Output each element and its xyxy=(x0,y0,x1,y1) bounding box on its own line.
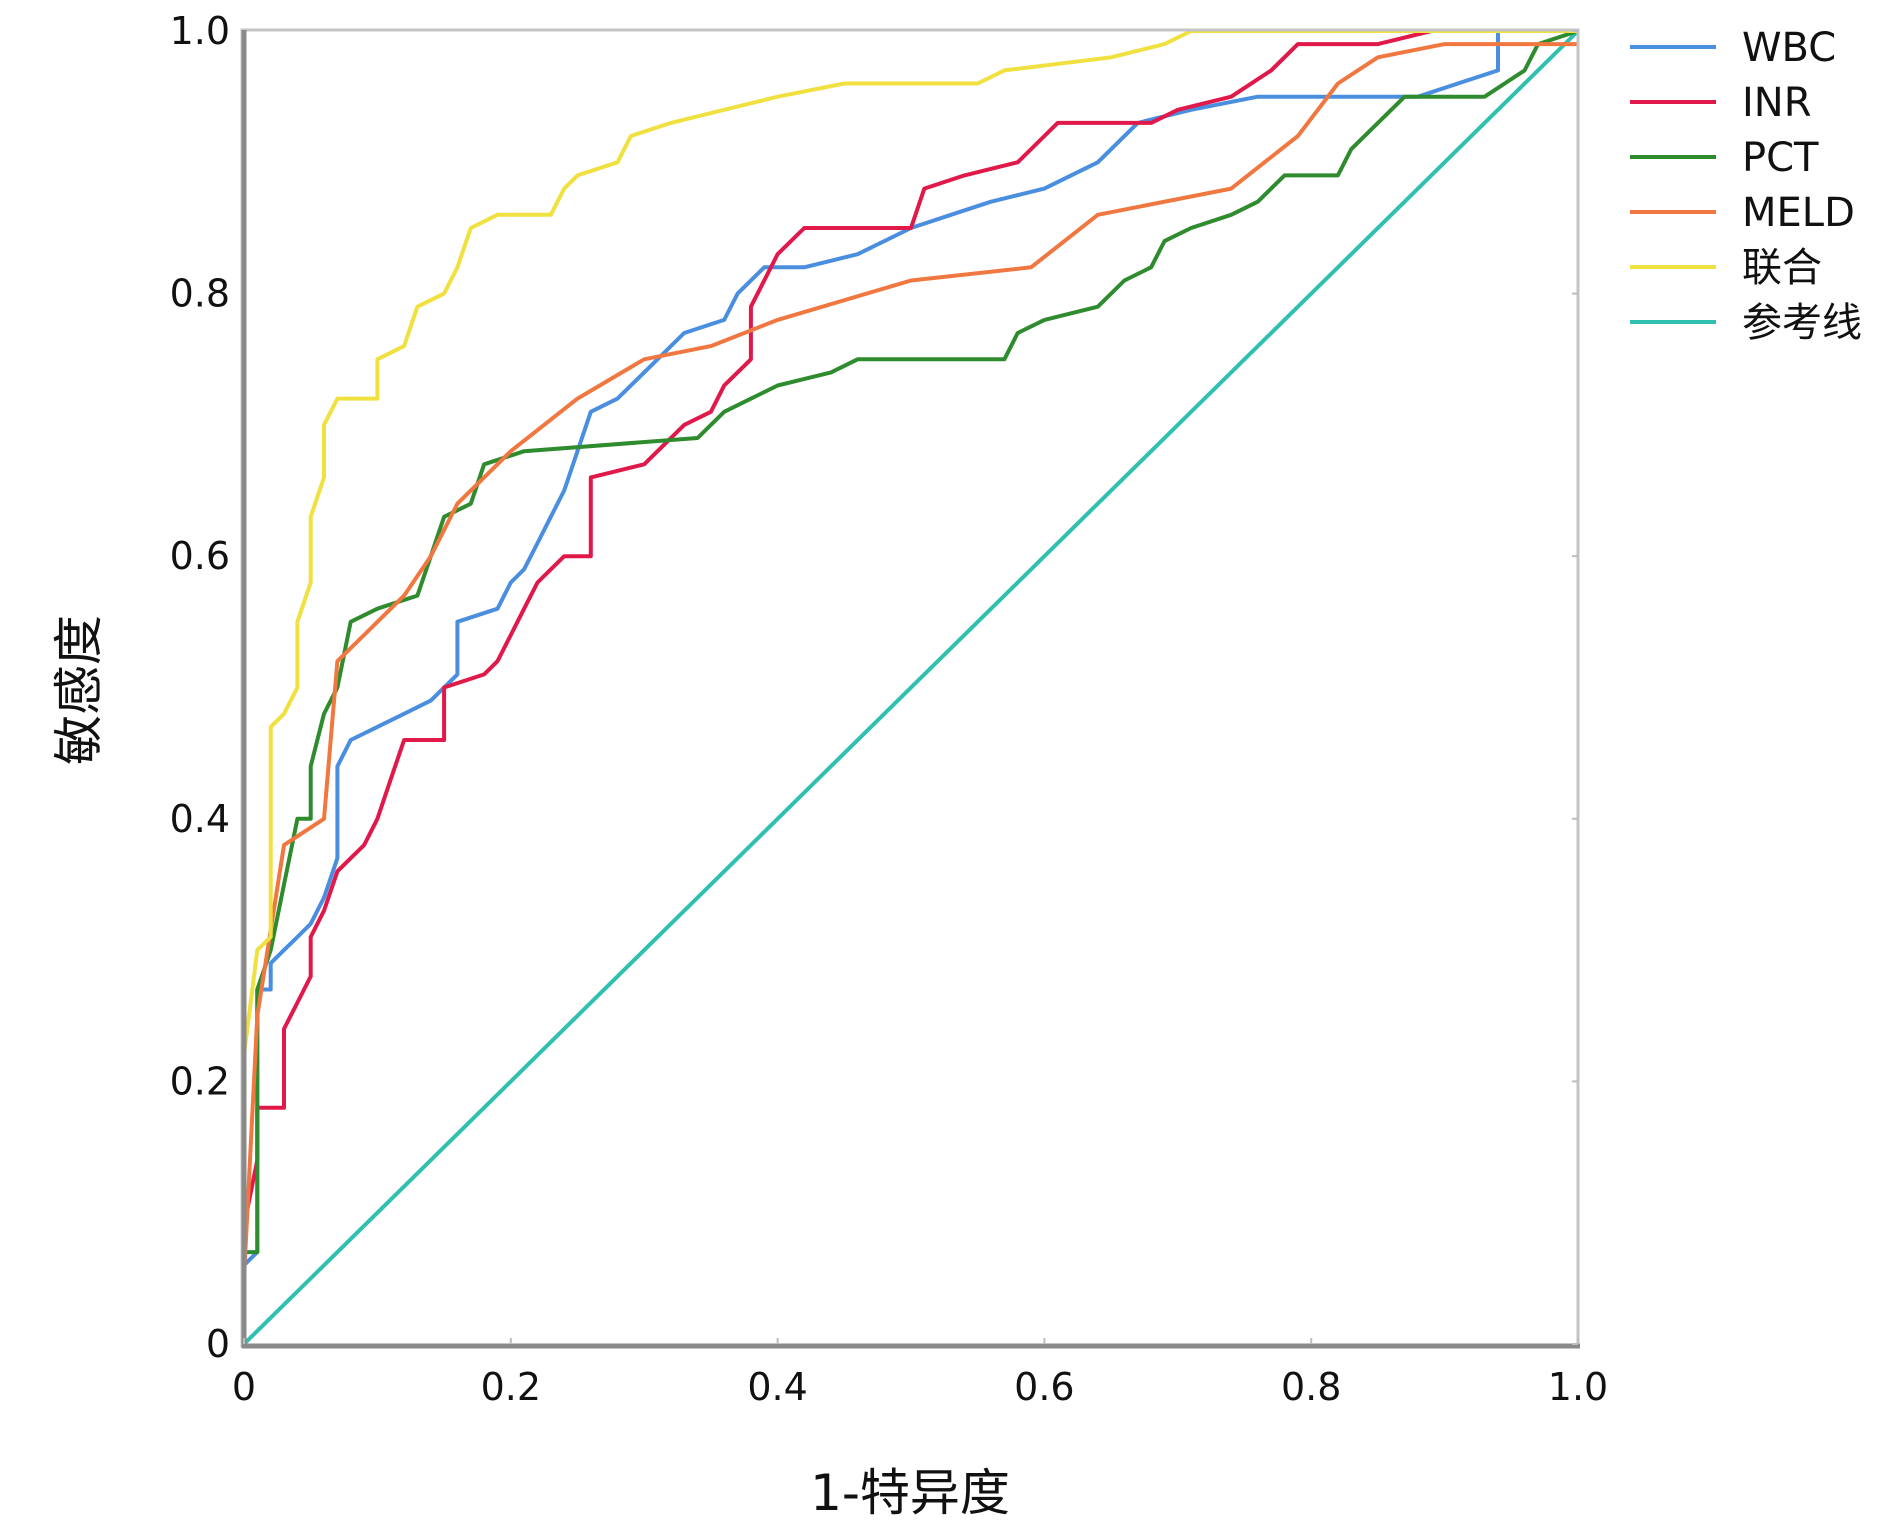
legend-item-wbc: WBC xyxy=(1630,25,1836,71)
legend-label: 联合 xyxy=(1742,245,1822,291)
series-line-inr xyxy=(242,29,1578,1344)
y-tick-label: 0.2 xyxy=(170,1059,230,1103)
series-line-pct xyxy=(242,29,1579,1344)
y-tick-labels: 0 0.2 0.4 0.6 0.8 1.0 xyxy=(170,9,1578,1366)
x-tick-label: 0.6 xyxy=(1014,1365,1074,1409)
legend-label: WBC xyxy=(1742,25,1836,71)
series-line-参考线 xyxy=(242,29,1580,1346)
y-tick-label: 0.6 xyxy=(170,534,230,578)
series-line-联合 xyxy=(242,29,1578,1344)
y-tick-label: 0.8 xyxy=(170,272,230,316)
legend-label: INR xyxy=(1742,80,1812,126)
legend-label: PCT xyxy=(1742,135,1819,181)
x-tick-labels: 0 0.2 0.4 0.6 0.8 1.0 xyxy=(232,1338,1608,1409)
x-tick-label: 0.4 xyxy=(747,1365,807,1409)
x-tick-label: 0 xyxy=(232,1365,256,1409)
series-line-meld xyxy=(242,42,1578,1344)
legend-item-pct: PCT xyxy=(1630,135,1819,181)
legend-item-meld: MELD xyxy=(1630,190,1855,236)
x-tick-label: 0.2 xyxy=(481,1365,541,1409)
y-tick-label: 1.0 xyxy=(170,9,230,53)
legend-label: MELD xyxy=(1742,190,1855,236)
axes-layer xyxy=(241,30,1580,1349)
legend-item-inr: INR xyxy=(1630,80,1812,126)
y-tick-label: 0.4 xyxy=(170,797,230,841)
series-line-wbc xyxy=(242,29,1578,1344)
x-tick-label: 0.8 xyxy=(1281,1365,1341,1409)
y-axis-title: 敏感度 xyxy=(50,615,108,765)
x-axis-title: 1-特异度 xyxy=(810,1464,1010,1522)
legend-label: 参考线 xyxy=(1742,300,1862,346)
x-tick-label: 1.0 xyxy=(1548,1365,1608,1409)
legend-item-参考线: 参考线 xyxy=(1630,300,1862,346)
y-tick-label: 0 xyxy=(206,1322,230,1366)
legend-item-联合: 联合 xyxy=(1630,245,1822,291)
series-layer xyxy=(242,29,1580,1346)
